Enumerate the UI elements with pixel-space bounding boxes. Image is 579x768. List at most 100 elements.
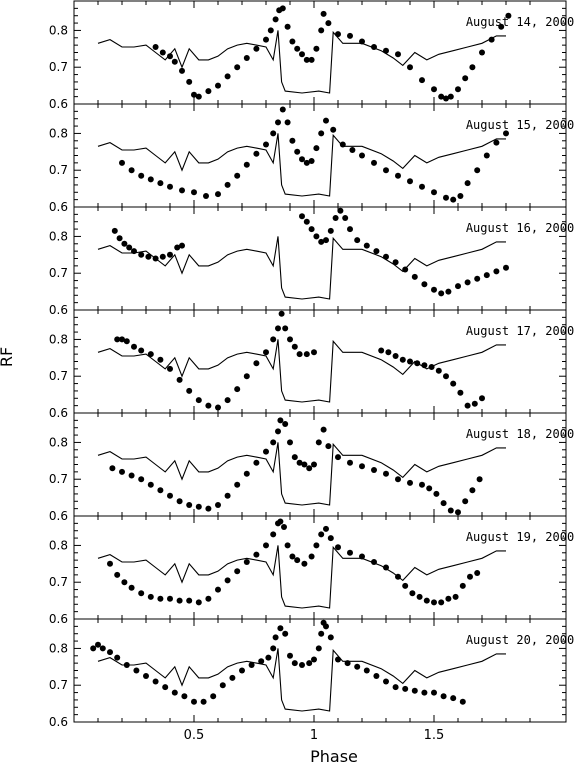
data-point [335,454,341,461]
data-point [371,159,377,166]
data-point [99,645,106,652]
data-point [186,597,193,604]
data-point [395,573,401,580]
data-point [195,397,202,404]
data-point [392,684,399,691]
data-point [327,535,334,542]
data-point [435,367,442,374]
panel-date-label: August 19, 2000 [466,530,574,544]
data-point [205,402,212,409]
data-point [275,119,281,126]
data-point [306,465,313,472]
data-point [205,88,212,95]
model-curve [97,236,506,300]
data-point [157,356,164,363]
data-point [443,373,449,380]
data-point [157,595,164,602]
data-point [325,20,332,27]
data-point [440,693,447,700]
y-tick-label: 0.6 [49,200,68,214]
data-point [308,158,315,164]
y-tick-label: 0.8 [49,435,68,449]
data-point [483,272,490,279]
data-point [258,658,265,665]
data-point [275,428,281,435]
data-point [462,498,469,505]
data-point [179,67,185,74]
data-point [313,145,320,152]
data-point [402,266,409,273]
data-point [438,93,445,100]
data-point [371,467,377,473]
data-point [349,147,356,153]
data-point [315,645,322,652]
data-point [318,238,325,245]
y-tick-label: 0.8 [49,229,68,243]
panel-date-label: August 17, 2000 [466,324,574,338]
data-point [162,684,169,691]
data-point [205,595,212,602]
data-point [318,27,325,34]
data-point [301,560,308,567]
data-point [243,559,250,565]
data-point [416,593,423,600]
data-point [186,502,193,508]
data-point [147,593,154,600]
data-point [311,461,317,468]
data-point [414,360,421,367]
data-point [392,259,399,266]
panel: 0.6 0.7 0.8 August 15, 2000 [49,103,574,214]
panel: 0.6 0.7 0.8 August 18, 2000 [49,412,574,523]
y-tick-label: 0.6 [49,406,68,420]
data-point [147,481,154,488]
data-point [479,49,485,56]
data-point [447,507,454,514]
data-point [215,82,221,89]
data-point [450,695,457,702]
data-point [299,662,305,668]
data-point [234,568,241,575]
data-point [431,599,437,606]
data-point [167,492,173,499]
data-point [234,386,241,393]
data-point [308,226,315,233]
data-point [253,150,260,157]
data-point [294,557,301,564]
data-point [320,426,327,433]
model-curve [97,339,506,403]
model-curve [97,545,506,609]
panel: 0.6 0.7 0.8 August 14, 2000 [49,0,574,111]
data-point [157,180,164,187]
data-point [407,64,413,71]
data-point [171,58,178,65]
data-point [318,130,325,137]
data-point [243,470,250,477]
data-point [176,597,183,604]
y-tick-label: 0.6 [49,303,68,317]
data-point [128,472,135,479]
data-point [195,503,202,510]
data-point [147,351,154,358]
data-point [323,525,329,532]
data-point [342,215,349,221]
data-point [119,468,125,475]
data-point [318,630,325,637]
data-point [498,23,505,30]
data-point [445,595,452,602]
data-point [263,542,269,549]
data-point [224,492,231,499]
data-point [330,126,337,133]
data-point [284,23,291,30]
data-point [443,95,449,102]
data-point [253,551,260,558]
data-point [344,660,351,667]
data-point [359,463,365,470]
data-point [282,421,289,427]
data-point [281,524,287,530]
data-point [224,181,231,188]
data-point [270,130,277,137]
data-point [505,12,512,19]
data-point [459,698,466,705]
data-point [294,45,301,52]
data-point [488,36,495,43]
